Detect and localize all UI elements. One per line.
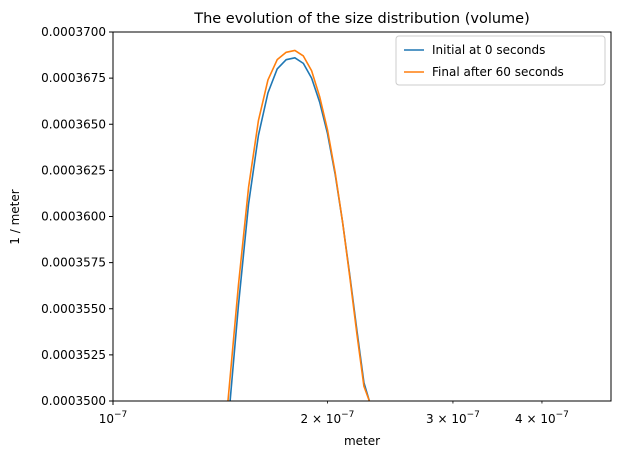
legend-label-initial: Initial at 0 seconds <box>432 43 545 57</box>
y-tick-label: 0.0003550 <box>41 302 106 316</box>
x-tick-label: 10−7 <box>99 410 128 426</box>
y-axis-label: 1 / meter <box>8 189 22 244</box>
y-axis: 0.0003500 0.0003525 0.0003550 0.0003575 0.00… <box>41 25 113 408</box>
y-tick-label: 0.0003650 <box>41 117 106 131</box>
series-line-final <box>227 49 371 401</box>
x-tick-label: 2 × 10−7 <box>301 410 355 426</box>
x-tick-label: 4 × 10−7 <box>515 410 569 426</box>
x-axis: 10−7 2 × 10−7 3 × 10−7 4 × 10−7 <box>99 401 569 426</box>
y-tick-label: 0.0003600 <box>41 210 106 224</box>
x-tick-label-base: 2 × 10 <box>301 412 342 426</box>
series-layer <box>227 49 371 401</box>
x-tick-label: 3 × 10−7 <box>426 410 480 426</box>
y-tick-label: 0.0003700 <box>41 25 106 39</box>
x-tick-label-exponent: −7 <box>467 410 480 420</box>
x-axis-label: meter <box>344 434 380 448</box>
x-tick-label-base: 10 <box>99 412 114 426</box>
x-tick-label-base: 3 × 10 <box>426 412 467 426</box>
legend-label-final: Final after 60 seconds <box>432 65 564 79</box>
y-tick-label: 0.0003500 <box>41 394 106 408</box>
x-tick-label-exponent: −7 <box>341 410 354 420</box>
x-tick-label-exponent: −7 <box>114 410 127 420</box>
y-tick-label: 0.0003525 <box>41 348 106 362</box>
y-tick-label: 0.0003625 <box>41 163 106 177</box>
x-tick-label-base: 4 × 10 <box>515 412 556 426</box>
legend: Initial at 0 seconds Final after 60 seco… <box>395 35 606 86</box>
legend-box <box>395 35 606 86</box>
y-tick-label: 0.0003675 <box>41 71 106 85</box>
y-tick-label: 0.0003575 <box>41 256 106 270</box>
chart-title: The evolution of the size distribution (… <box>193 11 530 27</box>
x-tick-label-exponent: −7 <box>556 410 569 420</box>
